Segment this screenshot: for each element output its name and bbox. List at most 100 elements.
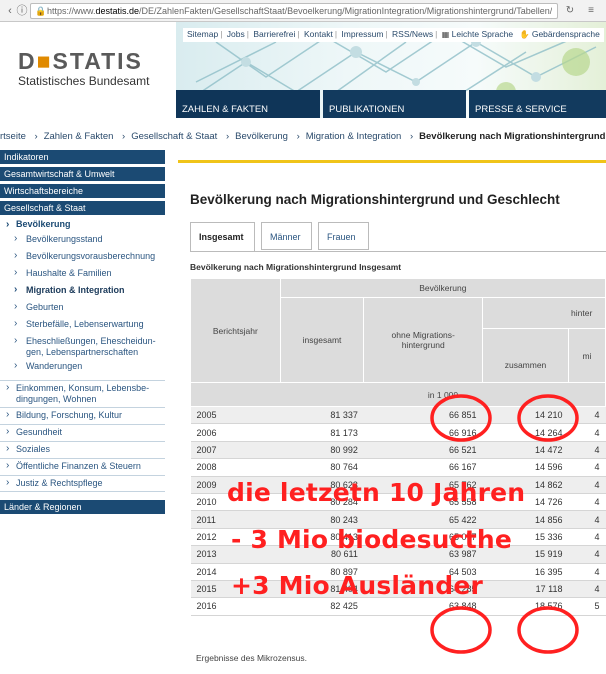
destatis-logo[interactable]: D■STATIS — [18, 48, 143, 74]
cell-with: 17 118 — [482, 580, 569, 599]
nav-publikationen[interactable]: PUBLIKATIONEN — [323, 90, 466, 118]
cell-year: 2008 — [190, 458, 281, 477]
sidebar-head-gesamtwirtschaft[interactable]: Gesamtwirtschaft & Umwelt — [0, 167, 165, 181]
sidebar-item-gesundheit[interactable]: Gesundheit — [0, 424, 165, 441]
link-gebaerdensprache[interactable]: Gebärdensprache — [531, 29, 600, 39]
breadcrumb-bevoelkerung[interactable]: Bevölkerung — [235, 131, 288, 142]
cell-total: 80 992 — [280, 441, 364, 460]
cell-with: 14 264 — [482, 423, 569, 442]
sidebar-item-migration[interactable]: Migration & Integration — [0, 284, 165, 302]
cell-without: 66 916 — [363, 423, 483, 442]
annotation-line-2: - 3 Mio biodesucthe — [231, 525, 512, 554]
cell-extra: 4 — [568, 458, 606, 477]
header-ohne-migration: ohne Migrations-hintergrund — [363, 297, 484, 383]
cell-with: 15 919 — [482, 545, 569, 564]
table-row: 2013 80 611 63 987 15 919 4 — [190, 545, 606, 564]
sidebar-item-eheschliessungen[interactable]: Eheschließungen, Ehescheidun-gen, Lebens… — [0, 335, 160, 361]
cell-extra: 4 — [568, 423, 606, 442]
cell-with: 14 210 — [482, 406, 569, 425]
sidebar-item-wanderungen[interactable]: Wanderungen — [0, 360, 165, 378]
page-title: Bevölkerung nach Migrationshintergrund u… — [190, 192, 560, 207]
sidebar-head-laender[interactable]: Länder & Regionen — [0, 500, 165, 514]
sidebar-item-bevoelkerung[interactable]: Bevölkerung — [0, 218, 165, 231]
table-row: 2014 80 897 64 503 16 395 4 — [190, 563, 606, 581]
tab-frauen[interactable]: Frauen — [318, 222, 369, 250]
sidebar-item-finanzen[interactable]: Öffentliche Finanzen & Steuern — [0, 458, 165, 475]
sidebar-item-sterbefaelle[interactable]: Sterbefälle, Lebenserwartung — [0, 318, 165, 336]
cell-without: 65 558 — [363, 493, 483, 512]
sidebar-item-bildung[interactable]: Bildung, Forschung, Kultur — [0, 407, 165, 424]
tab-underline — [190, 251, 606, 252]
sidebar: Indikatoren Gesamtwirtschaft & Umwelt Wi… — [0, 150, 165, 517]
sidebar-head-gesellschaft[interactable]: Gesellschaft & Staat — [0, 201, 165, 215]
cell-without: 65 762 — [363, 476, 483, 494]
cell-without: 66 167 — [363, 458, 483, 477]
logo-box[interactable]: D■STATIS Statistisches Bundesamt — [0, 22, 175, 118]
cell-year: 2009 — [190, 476, 281, 494]
header-zusammen: zusammen — [482, 328, 569, 383]
cell-with: 15 336 — [482, 528, 569, 547]
header-insgesamt: insgesamt — [279, 297, 365, 383]
table-row: 2006 81 173 66 916 14 264 4 — [190, 423, 606, 442]
more-icon[interactable]: ≡ — [588, 5, 594, 16]
breadcrumb-gesellschaft[interactable]: Gesellschaft & Staat — [131, 131, 218, 142]
link-rss[interactable]: RSS/News — [392, 29, 434, 39]
tab-insgesamt[interactable]: Insgesamt — [190, 222, 255, 252]
cell-without: 63 987 — [363, 545, 483, 564]
sidebar-item-soziales[interactable]: Soziales — [0, 441, 165, 458]
header-mit-migration: hinter — [482, 297, 606, 329]
nav-zahlen-fakten[interactable]: ZAHLEN & FAKTEN — [176, 90, 320, 118]
breadcrumb-migration[interactable]: Migration & Integration — [305, 131, 402, 142]
breadcrumb-home[interactable]: rtseite — [0, 131, 26, 142]
link-sitemap[interactable]: Sitemap — [187, 29, 219, 39]
header-berichtsjahr: Berichtsjahr — [190, 278, 281, 383]
address-bar[interactable]: 🔒 https://www.destatis.de/DE/ZahlenFakte… — [30, 3, 558, 19]
main-content: Bevölkerung nach Migrationshintergrund u… — [178, 150, 606, 674]
cell-extra: 4 — [568, 563, 606, 581]
link-barrierefrei[interactable]: Barrierefrei — [253, 29, 296, 39]
browser-toolbar: ‹ ⓘ 🔒 https://www.destatis.de/DE/ZahlenF… — [0, 0, 606, 22]
sidebar-head-wirtschaftsbereiche[interactable]: Wirtschaftsbereiche — [0, 184, 165, 198]
sidebar-item-einkommen[interactable]: Einkommen, Konsum, Lebensbe-dingungen, W… — [0, 380, 165, 407]
sidebar-item-vorausberechnung[interactable]: Bevölkerungsvorausberechnung — [0, 250, 165, 268]
cell-without: 65 422 — [363, 510, 483, 529]
link-leichte-sprache[interactable]: Leichte Sprache — [451, 29, 514, 39]
link-impressum[interactable]: Impressum — [341, 29, 384, 39]
lock-icon: 🔒 — [35, 6, 47, 16]
cell-without: 65 077 — [363, 528, 483, 547]
table-row: 2005 81 337 66 851 14 210 4 — [190, 406, 606, 425]
cell-year: 2015 — [190, 580, 281, 599]
sidebar-item-justiz[interactable]: Justiz & Rechtspflege — [0, 475, 165, 492]
reload-icon[interactable]: ↻ — [565, 5, 575, 16]
breadcrumb-current: Bevölkerung nach Migrationshintergrund u… — [419, 131, 606, 142]
cell-extra: 5 — [568, 597, 606, 616]
cell-total: 80 623 — [280, 476, 364, 494]
cell-with: 16 395 — [482, 563, 569, 581]
nav-presse-service[interactable]: PRESSE & SERVICE — [469, 90, 606, 118]
meta-links: Sitemap | Jobs | Barrierefrei | Kontakt | Im… — [183, 28, 604, 42]
link-kontakt[interactable]: Kontakt — [303, 29, 333, 39]
cell-year: 2011 — [190, 510, 281, 529]
sidebar-item-haushalte[interactable]: Haushalte & Familien — [0, 267, 165, 285]
sidebar-item-geburten[interactable]: Geburten — [0, 301, 165, 319]
cell-with: 14 856 — [482, 510, 569, 529]
cell-total: 81 337 — [280, 406, 364, 425]
info-icon[interactable]: ⓘ — [16, 5, 28, 17]
tab-maenner[interactable]: Männer — [261, 222, 312, 250]
cell-total: 80 284 — [280, 493, 364, 512]
cell-extra: 4 — [568, 528, 606, 547]
cell-total: 80 413 — [280, 528, 364, 547]
cell-year: 2013 — [190, 545, 281, 564]
url-text: https://www.destatis.de/DE/ZahlenFakten/… — [47, 6, 552, 16]
back-arrow-icon[interactable]: ‹ — [8, 5, 12, 17]
annotation-line-1: die letzetn 10 Jahren — [227, 478, 526, 507]
sidebar-head-indikatoren[interactable]: Indikatoren — [0, 150, 165, 164]
header-bevoelkerung: Bevölkerung — [279, 278, 606, 298]
link-jobs[interactable]: Jobs — [226, 29, 245, 39]
breadcrumb-zahlen[interactable]: Zahlen & Fakten — [43, 131, 114, 142]
cell-without: 64 285 — [363, 580, 483, 599]
cell-extra: 4 — [568, 580, 606, 599]
sidebar-item-bevoelkerungsstand[interactable]: Bevölkerungsstand — [0, 233, 165, 251]
cell-with: 14 596 — [482, 458, 569, 477]
cell-with: 18 576 — [482, 597, 569, 616]
